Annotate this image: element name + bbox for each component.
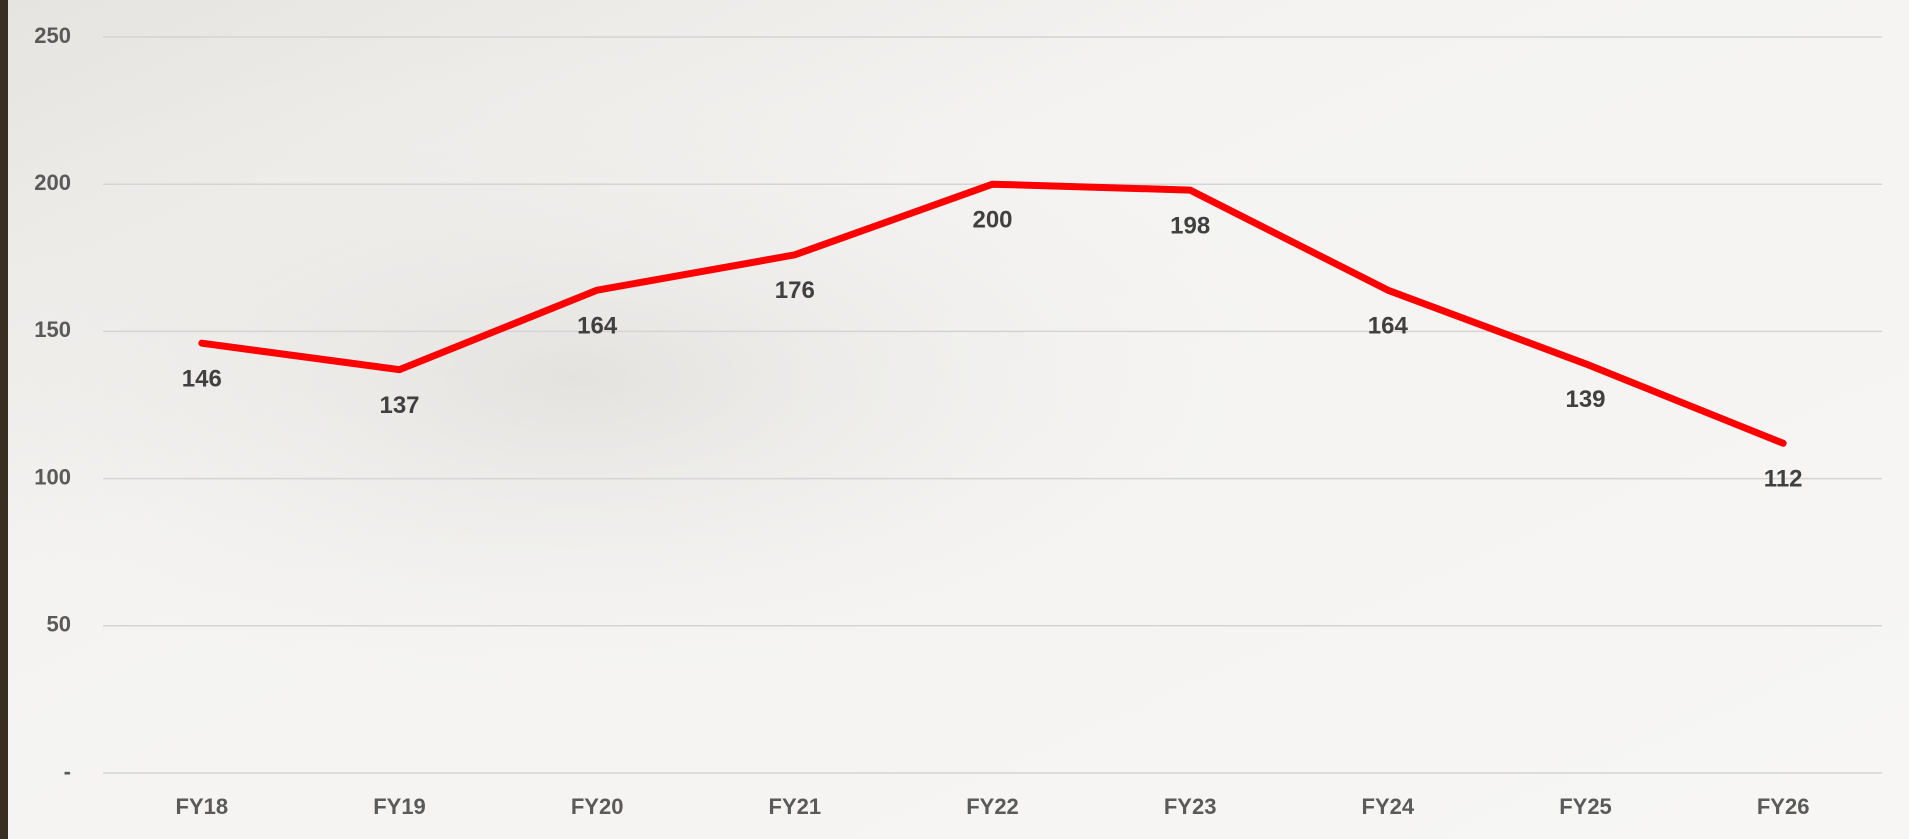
data-label: 146 bbox=[182, 366, 222, 393]
plot: 146 137 164 176 200 198 164 139 112 bbox=[182, 180, 1803, 493]
x-tick-label: FY18 bbox=[176, 794, 229, 819]
data-label: 198 bbox=[1170, 212, 1210, 239]
data-label: 200 bbox=[972, 207, 1012, 234]
data-label: 164 bbox=[577, 313, 618, 340]
data-label: 112 bbox=[1764, 466, 1803, 493]
x-tick-label: FY22 bbox=[966, 794, 1019, 819]
data-label: 164 bbox=[1368, 313, 1409, 340]
data-label: 139 bbox=[1565, 386, 1605, 413]
line bbox=[198, 180, 1787, 447]
y-tick-label: 150 bbox=[34, 317, 71, 342]
data-label: 137 bbox=[379, 392, 419, 419]
y-tick-label: - bbox=[64, 759, 71, 784]
x-tick-label: FY21 bbox=[769, 794, 822, 819]
x-tick-label: FY25 bbox=[1559, 794, 1612, 819]
x-tick-label: FY23 bbox=[1164, 794, 1217, 819]
y-tick-label: 200 bbox=[34, 170, 71, 195]
x-tick-label: FY20 bbox=[571, 794, 624, 819]
y-tick-label: 50 bbox=[47, 612, 71, 637]
x-tick-label: FY26 bbox=[1757, 794, 1810, 819]
left-edge bbox=[0, 0, 8, 839]
data-label: 176 bbox=[775, 277, 815, 304]
grid: - 50 100 150 200 250 FY18 FY19 FY20 FY21 FY22 FY23 F… bbox=[34, 23, 1882, 819]
x-tick-label: FY19 bbox=[373, 794, 426, 819]
x-tick-label: FY24 bbox=[1362, 794, 1415, 819]
y-tick-label: 100 bbox=[34, 464, 71, 489]
y-tick-label: 250 bbox=[34, 23, 71, 48]
